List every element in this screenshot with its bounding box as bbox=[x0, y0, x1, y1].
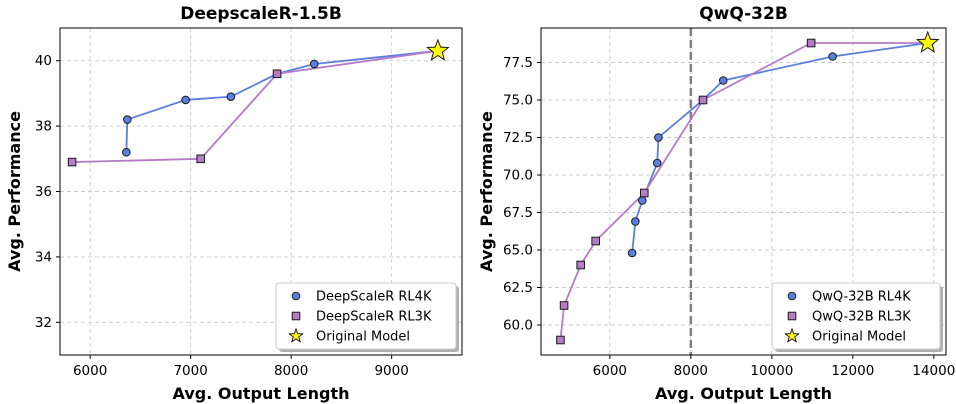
chart-deepscaler-ytick-label: 40 bbox=[35, 53, 52, 69]
chart-qwq-legend-marker-1 bbox=[787, 311, 797, 321]
chart-deepscaler-point-0-3 bbox=[226, 92, 236, 101]
chart-deepscaler-legend-box bbox=[275, 282, 457, 350]
chart-deepscaler-series-line-0 bbox=[125, 49, 438, 153]
chart-qwq-ytick-label: 62.5 bbox=[503, 280, 533, 296]
chart-qwq-ytick-label: 65.0 bbox=[503, 243, 533, 259]
chart-deepscaler: 6000 7000 8000 9000 32 34 36 38 40 DeepscaleR-1.5… bbox=[5, 4, 463, 403]
chart-qwq-xtick-label: 8000 bbox=[674, 363, 708, 379]
chart-qwq-point-2-0 bbox=[915, 30, 940, 54]
chart-deepscaler-point-1-1 bbox=[196, 154, 205, 164]
chart-deepscaler-xlabel: Avg. Output Length bbox=[173, 384, 350, 403]
chart-qwq-legend: QwQ-32B RL4K QwQ-32B RL3K Original Model bbox=[771, 282, 943, 352]
chart-qwq: 6000 8000 10000 12000 14000 60.0 62.5 65.0 67.5 7… bbox=[477, 4, 955, 403]
chart-qwq-legend-label-0: QwQ-32B RL4K bbox=[812, 290, 911, 305]
chart-qwq-point-1-0 bbox=[556, 335, 565, 345]
chart-deepscaler-point-1-0 bbox=[67, 157, 77, 167]
chart-qwq-series-line-0 bbox=[631, 42, 928, 254]
chart-qwq-ytick-label: 70.0 bbox=[503, 168, 533, 184]
chart-deepscaler-point-0-1 bbox=[123, 115, 132, 124]
chart-deepscaler-series-line-1 bbox=[72, 49, 439, 163]
chart-deepscaler-ytick-label: 32 bbox=[35, 315, 52, 331]
chart-qwq-point-0-6 bbox=[718, 76, 728, 85]
chart-qwq-ytick-label: 67.5 bbox=[503, 205, 533, 221]
chart-qwq-title: QwQ-32B bbox=[699, 4, 788, 24]
chart-deepscaler-legend-marker-2 bbox=[287, 327, 305, 343]
chart-deepscaler-legend-marker-1 bbox=[291, 311, 301, 321]
chart-qwq-point-0-1 bbox=[631, 217, 640, 226]
chart-qwq-xtick-label: 6000 bbox=[593, 363, 627, 379]
chart-deepscaler-legend-label-1: DeepScaleR RL3K bbox=[316, 310, 432, 325]
chart-qwq-point-1-2 bbox=[576, 260, 585, 270]
chart-deepscaler-xtick-label: 9000 bbox=[374, 363, 408, 379]
chart-qwq-xtick-label: 12000 bbox=[831, 363, 874, 379]
chart-deepscaler-point-1-2 bbox=[272, 69, 282, 79]
chart-deepscaler-ytick-label: 38 bbox=[35, 119, 52, 135]
chart-qwq-plot-frame bbox=[540, 27, 947, 356]
chart-deepscaler-ytick-label: 36 bbox=[35, 184, 52, 200]
chart-deepscaler-xtick-label: 6000 bbox=[73, 363, 107, 379]
chart-qwq-point-1-3 bbox=[591, 236, 600, 246]
chart-qwq-legend-marker-0 bbox=[787, 291, 797, 301]
chart-qwq-ytick-label: 72.5 bbox=[503, 130, 533, 146]
chart-qwq-ytick-label: 60.0 bbox=[503, 318, 533, 334]
chart-deepscaler-legend: DeepScaleR RL4K DeepScaleR RL3K Original M… bbox=[275, 282, 459, 352]
chart-deepscaler-point-2-0 bbox=[426, 38, 450, 61]
chart-qwq-point-1-5 bbox=[698, 95, 708, 105]
chart-qwq-legend-label-1: QwQ-32B RL3K bbox=[812, 310, 911, 325]
chart-qwq-xtick-label: 14000 bbox=[912, 363, 955, 379]
chart-qwq-point-0-0 bbox=[627, 248, 637, 258]
chart-qwq-point-0-4 bbox=[654, 133, 663, 142]
chart-deepscaler-title: DeepscaleR-1.5B bbox=[180, 4, 342, 24]
chart-deepscaler-ytick-label: 34 bbox=[35, 249, 52, 265]
chart-qwq-point-0-7 bbox=[828, 52, 837, 61]
chart-deepscaler-legend-marker-0 bbox=[291, 291, 301, 301]
chart-qwq-point-0-2 bbox=[637, 196, 647, 205]
chart-qwq-ytick-label: 75.0 bbox=[503, 93, 533, 109]
chart-qwq-ytick-label: 77.5 bbox=[503, 55, 533, 71]
chart-qwq-point-1-6 bbox=[806, 38, 816, 48]
chart-qwq-legend-box bbox=[771, 282, 941, 350]
chart-qwq-point-1-4 bbox=[639, 188, 649, 198]
chart-deepscaler-ylabel: Avg. Performance bbox=[5, 111, 24, 272]
chart-deepscaler-xtick-label: 8000 bbox=[274, 363, 308, 379]
chart-deepscaler-point-0-5 bbox=[309, 59, 319, 69]
chart-deepscaler-point-0-0 bbox=[122, 147, 131, 157]
chart-qwq-xtick-label: 10000 bbox=[750, 363, 793, 379]
chart-qwq-xlabel: Avg. Output Length bbox=[655, 384, 832, 403]
chart-qwq-legend-label-2: Original Model bbox=[812, 330, 906, 345]
chart-deepscaler-point-0-2 bbox=[181, 95, 190, 105]
chart-deepscaler-legend-label-2: Original Model bbox=[316, 330, 410, 345]
chart-deepscaler-legend-label-0: DeepScaleR RL4K bbox=[316, 290, 432, 305]
chart-qwq-ylabel: Avg. Performance bbox=[477, 111, 496, 272]
chart-qwq-series-line-1 bbox=[559, 42, 928, 341]
chart-deepscaler-xtick-label: 7000 bbox=[173, 363, 207, 379]
chart-qwq-point-1-1 bbox=[559, 301, 569, 310]
chart-qwq-legend-marker-2 bbox=[783, 327, 801, 343]
chart-qwq-point-0-3 bbox=[652, 158, 662, 168]
